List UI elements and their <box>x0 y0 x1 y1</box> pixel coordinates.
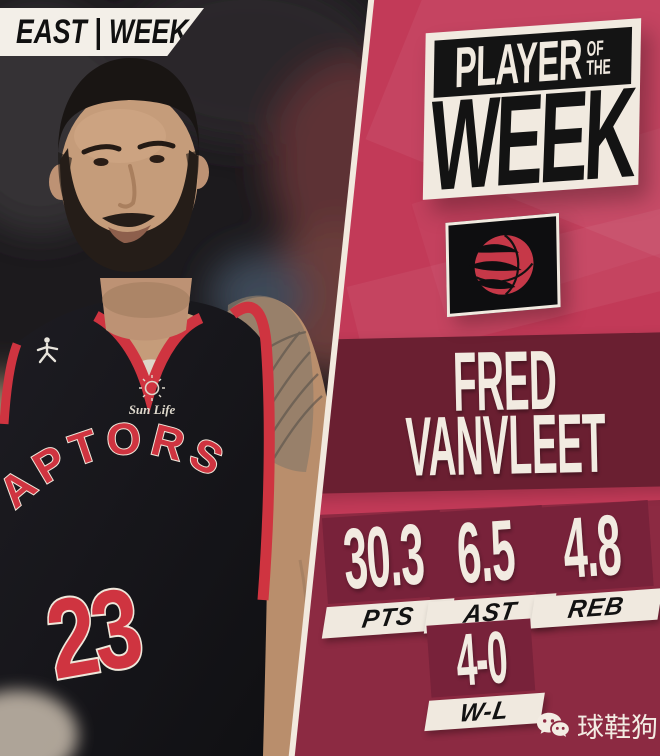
foreground-blur <box>0 690 78 756</box>
team-logo-box <box>445 212 561 318</box>
stat-value-box: 6.5 <box>423 502 548 601</box>
watermark: 球鞋狗 <box>536 706 658 745</box>
raptors-logo-icon <box>469 234 534 296</box>
stat-rebounds-label: REB <box>566 591 627 625</box>
sunlife-icon: Sun Life <box>129 375 176 417</box>
stat-points-value: 30.3 <box>340 505 427 608</box>
stat-value-box: 4.8 <box>529 497 654 596</box>
player-last-name: VANVLEET <box>404 395 607 494</box>
record-label: W-L <box>457 695 512 728</box>
record-value: 4-0 <box>452 614 509 702</box>
stat-rebounds-value: 4.8 <box>560 496 624 597</box>
record: 4-0 W-L <box>419 615 545 732</box>
stat-assists-value: 6.5 <box>454 501 518 602</box>
stat-rebounds: 4.8 REB <box>529 497 660 629</box>
jumpman-icon <box>36 337 59 364</box>
jersey-trim-left <box>0 342 22 425</box>
watermark-text: 球鞋狗 <box>577 713 658 744</box>
player-head <box>49 58 209 341</box>
potw-week-text: WEEK <box>427 60 636 219</box>
wechat-icon <box>536 712 569 737</box>
potw-logo: PLAYER OF THE WEEK <box>422 18 642 219</box>
jersey-patch-text: Sun Life <box>129 402 176 417</box>
badge-text: EAST | WEEK 12 <box>16 12 226 51</box>
mustache <box>102 212 155 227</box>
beard <box>60 148 198 272</box>
stat-points-label: PTS <box>360 601 417 634</box>
hair <box>58 58 200 152</box>
record-value-box: 4-0 <box>426 615 536 701</box>
jersey-trim-right <box>229 301 275 601</box>
conference-week-badge: EAST | WEEK 12 <box>0 8 204 56</box>
